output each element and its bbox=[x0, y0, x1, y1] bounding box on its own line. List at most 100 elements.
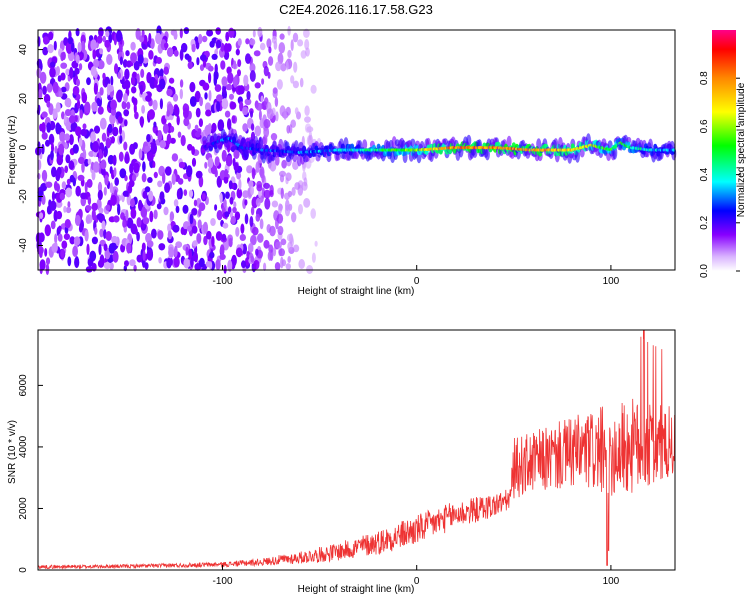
heatmap-cell bbox=[235, 48, 240, 56]
heatmap-cell bbox=[117, 203, 121, 216]
heatmap-cell bbox=[147, 151, 154, 162]
heatmap-cell bbox=[183, 258, 190, 269]
heatmap-cell bbox=[196, 233, 202, 244]
heatmap-cell bbox=[231, 115, 236, 124]
heatmap-cell bbox=[214, 48, 219, 56]
heatmap-cell bbox=[245, 257, 250, 266]
heatmap-cell bbox=[255, 102, 263, 111]
heatmap-cell bbox=[102, 35, 106, 43]
heatmap-cell bbox=[203, 221, 208, 234]
snr-x-tick-label: -100 bbox=[212, 576, 232, 587]
heatmap-cell bbox=[149, 76, 157, 89]
heatmap-cells bbox=[35, 25, 677, 275]
heatmap-cell bbox=[220, 60, 226, 70]
heatmap-cell bbox=[189, 96, 197, 107]
heatmap-cell bbox=[266, 108, 274, 120]
heatmap-cell bbox=[290, 39, 294, 52]
heatmap-cell bbox=[310, 208, 317, 219]
heatmap-cell bbox=[75, 54, 80, 64]
heatmap-cell bbox=[109, 113, 116, 125]
heatmap-cell bbox=[269, 225, 276, 237]
heatmap-cell bbox=[60, 86, 67, 93]
heatmap-cell bbox=[197, 219, 202, 229]
heatmap-cell bbox=[97, 189, 103, 201]
heatmap-cell bbox=[303, 28, 310, 38]
heatmap-cell bbox=[206, 230, 212, 240]
colorbar: 0.0 0.2 0.4 0.6 0.8 Normalized spectral ampl… bbox=[699, 30, 747, 278]
heatmap-cell bbox=[183, 222, 187, 229]
heatmap-cell bbox=[56, 210, 63, 220]
heatmap-cell bbox=[277, 225, 284, 236]
heatmap-cell bbox=[264, 197, 271, 210]
heatmap-cell bbox=[129, 259, 136, 267]
heatmap-cell bbox=[277, 52, 284, 65]
heatmap-cell bbox=[131, 96, 136, 104]
heatmap-cell bbox=[107, 154, 115, 165]
heatmap-cell bbox=[236, 187, 243, 199]
heatmap-cell bbox=[280, 63, 287, 72]
heatmap-cell bbox=[173, 245, 178, 258]
heatmap-cell bbox=[292, 80, 299, 89]
heatmap-cell bbox=[103, 262, 111, 270]
heatmap-cell bbox=[164, 166, 172, 176]
heatmap-cell bbox=[89, 250, 97, 262]
heatmap-cell bbox=[266, 38, 272, 49]
heatmap-cell bbox=[125, 50, 130, 57]
heatmap-cell bbox=[52, 108, 58, 120]
heatmap-cell bbox=[168, 77, 175, 84]
heatmap-cell bbox=[255, 197, 261, 207]
heatmap-cell bbox=[150, 142, 157, 155]
heatmap-cell bbox=[57, 233, 63, 242]
heatmap-cell bbox=[263, 262, 267, 271]
heatmap-cell bbox=[99, 228, 104, 238]
heatmap-cell bbox=[61, 181, 67, 190]
heatmap-cell bbox=[227, 118, 232, 131]
heatmap-cell bbox=[59, 192, 65, 201]
heatmap-cell bbox=[115, 195, 120, 207]
heatmap-cell bbox=[177, 178, 184, 185]
heatmap-cell bbox=[272, 247, 277, 257]
heatmap-cell bbox=[304, 123, 312, 133]
heatmap-cell bbox=[110, 136, 115, 144]
heatmap-cell bbox=[92, 141, 99, 153]
heatmap-cell bbox=[274, 96, 279, 107]
heatmap-cell bbox=[225, 191, 230, 199]
heatmap-cell bbox=[150, 38, 155, 50]
heatmap-cell bbox=[278, 42, 286, 54]
heatmap-cell bbox=[232, 206, 237, 214]
heatmap-cell bbox=[140, 206, 148, 218]
heatmap-cell bbox=[41, 132, 48, 140]
heatmap-cell bbox=[228, 27, 235, 38]
heatmap-cell bbox=[199, 96, 204, 107]
heatmap-cell bbox=[54, 233, 58, 244]
heatmap-cell bbox=[466, 134, 472, 147]
heatmap-y-label: Frequency (Hz) bbox=[7, 116, 18, 185]
colorbar-tick-label: 0.2 bbox=[699, 215, 710, 229]
heatmap-cell bbox=[210, 218, 216, 226]
heatmap-cell bbox=[81, 91, 88, 104]
heatmap-y-tick-label: 20 bbox=[18, 93, 29, 105]
heatmap-cell bbox=[263, 118, 271, 129]
heatmap-cell bbox=[74, 67, 80, 75]
heatmap-cell bbox=[123, 92, 128, 103]
heatmap-cell bbox=[294, 107, 299, 115]
heatmap-cell bbox=[107, 123, 113, 134]
heatmap-cell bbox=[173, 256, 180, 268]
heatmap-cell bbox=[311, 252, 316, 263]
heatmap-y-tick-label: -20 bbox=[18, 189, 29, 204]
heatmap-cell bbox=[77, 174, 85, 181]
heatmap-cell bbox=[251, 167, 256, 180]
heatmap-y-tick-label: 0 bbox=[18, 144, 29, 150]
heatmap-cell bbox=[272, 87, 278, 94]
heatmap-cell bbox=[188, 248, 193, 260]
heatmap-cell bbox=[253, 259, 260, 270]
heatmap-cell bbox=[194, 131, 201, 138]
heatmap-cell bbox=[287, 241, 293, 251]
heatmap-cell bbox=[249, 62, 256, 73]
heatmap-cell bbox=[114, 177, 119, 186]
heatmap-cell bbox=[190, 256, 194, 268]
heatmap-cell bbox=[43, 36, 49, 45]
heatmap-cell bbox=[198, 33, 203, 45]
heatmap-cell bbox=[244, 213, 249, 225]
